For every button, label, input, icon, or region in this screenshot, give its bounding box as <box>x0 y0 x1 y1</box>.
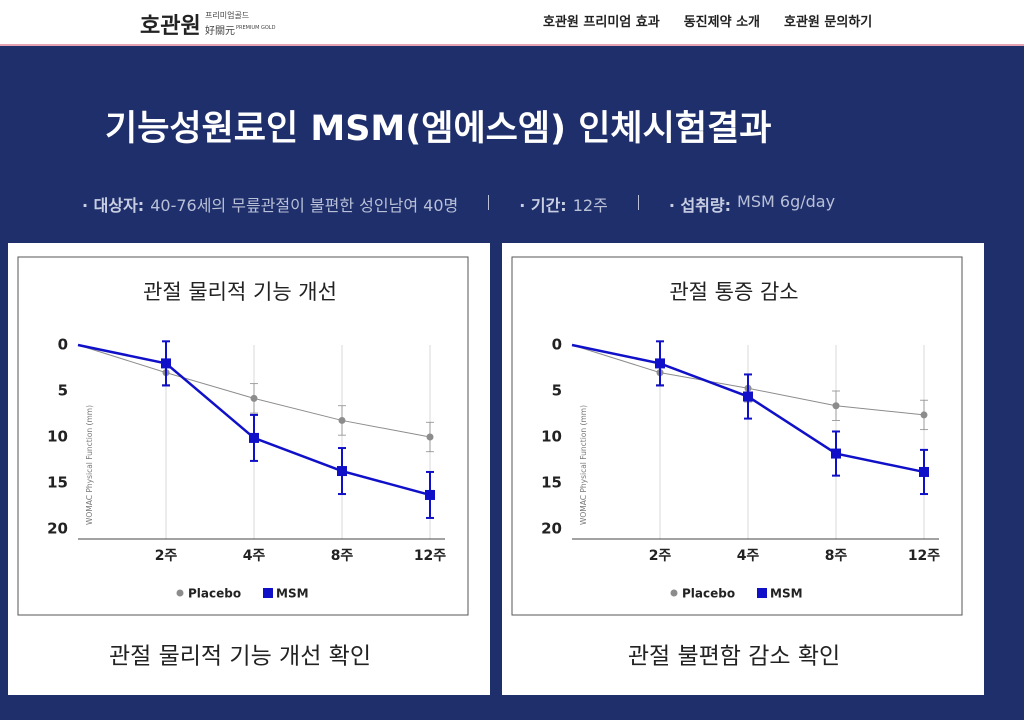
x-tick-label: 12주 <box>414 548 446 564</box>
marker <box>426 433 434 441</box>
marker <box>250 394 258 402</box>
separator <box>488 195 490 210</box>
y-tick-label: 20 <box>541 520 562 538</box>
chart-title: 관절 통증 감소 <box>669 280 798 304</box>
marker <box>338 416 346 424</box>
y-tick-label: 15 <box>47 474 68 492</box>
marker <box>832 402 840 410</box>
chart-frame <box>17 256 469 616</box>
marker <box>655 358 665 369</box>
y-tick-label: 15 <box>541 474 562 492</box>
y-tick-label: 5 <box>552 382 562 400</box>
marker <box>425 489 435 500</box>
y-tick-label: 10 <box>541 428 562 446</box>
nav-link[interactable]: 동진제약 소개 <box>683 15 760 30</box>
x-tick-label: 8주 <box>331 548 354 564</box>
info-text: 12주 <box>572 196 608 215</box>
logo[interactable]: 호관원 <box>140 13 201 39</box>
info-text: 40-76세의 무릎관절이 불편한 성인남여 40명 <box>150 196 459 215</box>
marker <box>920 411 928 419</box>
chart-title: 관절 물리적 기능 개선 <box>143 280 337 304</box>
chart-frame <box>511 256 963 616</box>
legend-marker <box>670 589 678 597</box>
legend-label: Placebo <box>682 587 735 601</box>
logo-en: PREMIUM GOLD <box>236 25 276 31</box>
y-tick-label: 10 <box>47 428 68 446</box>
info-line: · 대상자: 40-76세의 무릎관절이 불편한 성인남여 40명 · 기간: 12… <box>82 192 835 216</box>
y-tick-label: 0 <box>552 336 562 354</box>
legend-label: MSM <box>276 587 309 601</box>
info-label: · 대상자: <box>82 196 145 215</box>
marker <box>161 358 171 369</box>
caption: 관절 물리적 기능 개선 확인 <box>109 644 371 670</box>
y-axis-label: WOMAC Physical Function (mm) <box>579 405 588 525</box>
separator <box>637 195 639 210</box>
legend-label: Placebo <box>188 587 241 601</box>
marker <box>743 391 753 402</box>
nav-link[interactable]: 호관원 문의하기 <box>784 15 873 30</box>
nav-link[interactable]: 호관원 프리미엄 효과 <box>543 15 660 30</box>
x-tick-label: 8주 <box>825 548 848 564</box>
logo-sub: 프리미엄골드 <box>205 11 250 20</box>
legend-marker <box>176 589 184 597</box>
x-tick-label: 2주 <box>155 548 178 564</box>
marker <box>337 466 347 477</box>
nav: 호관원 프리미엄 효과 동진제약 소개 호관원 문의하기 <box>543 11 872 30</box>
x-tick-label: 4주 <box>243 548 266 564</box>
x-tick-label: 12주 <box>908 548 940 564</box>
hero-title: 기능성원료인 MSM(엠에스엠) 인체시험결과 <box>105 109 772 149</box>
info-label: · 기간: <box>519 196 567 215</box>
info-text: MSM 6g/day <box>737 192 836 211</box>
y-tick-label: 5 <box>58 382 68 400</box>
legend-marker <box>263 588 273 598</box>
marker <box>249 432 259 443</box>
caption: 관절 불편함 감소 확인 <box>628 644 840 670</box>
logo-hanja: 好關元 <box>205 26 235 37</box>
info-label: · 섭취량: <box>668 196 732 215</box>
legend-marker <box>757 588 767 598</box>
header: 호관원 프리미엄골드 好關元 PREMIUM GOLD 호관원 프리미엄 효과 … <box>0 0 1024 46</box>
x-tick-label: 2주 <box>649 548 672 564</box>
marker <box>831 448 841 459</box>
x-tick-label: 4주 <box>737 548 760 564</box>
y-axis-label: WOMAC Physical Function (mm) <box>85 405 94 525</box>
y-tick-label: 20 <box>47 520 68 538</box>
legend-label: MSM <box>770 587 803 601</box>
marker <box>919 466 929 477</box>
y-tick-label: 0 <box>58 336 68 354</box>
